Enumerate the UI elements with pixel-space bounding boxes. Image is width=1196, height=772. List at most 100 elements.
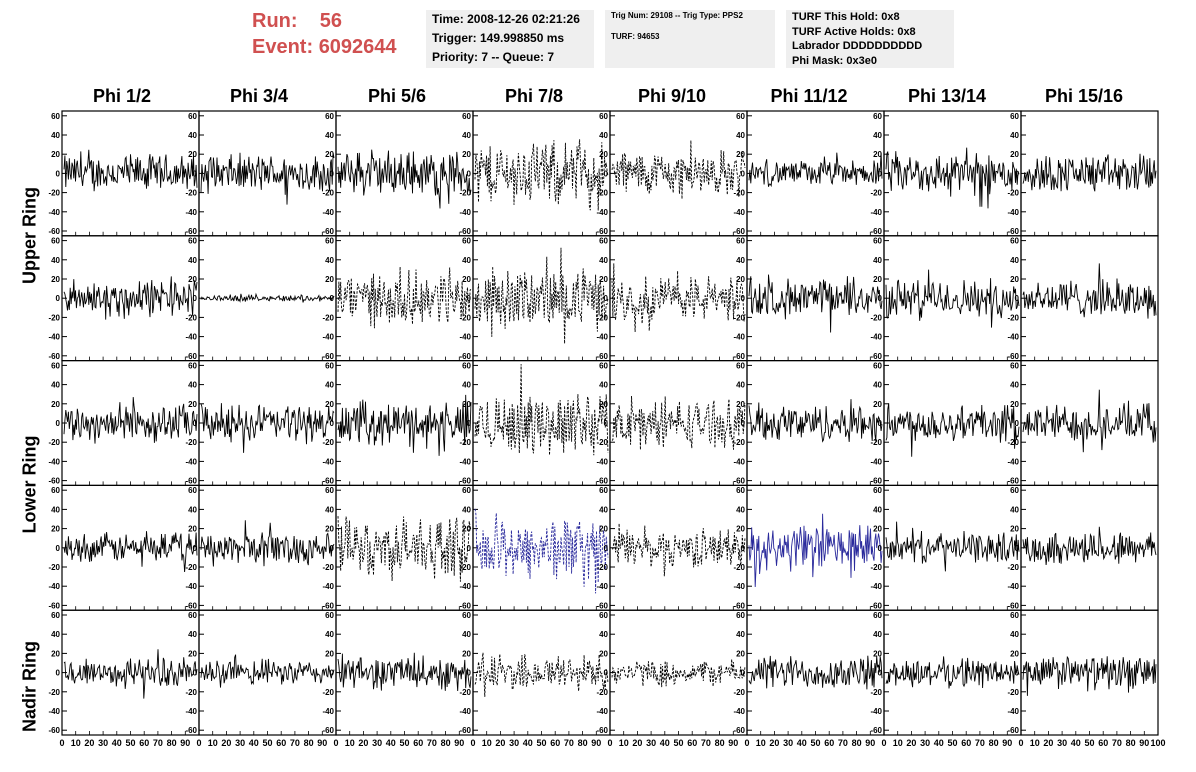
y-tick-label: 20 (1010, 525, 1019, 534)
x-tick-label: 70 (153, 738, 163, 748)
y-tick-label: 20 (462, 400, 471, 409)
y-tick-label: -60 (596, 477, 608, 486)
x-tick-label: 90 (454, 738, 464, 748)
y-tick-label: 60 (325, 361, 334, 370)
y-tick-label: -20 (48, 189, 60, 198)
y-tick-label: 40 (462, 381, 471, 390)
x-tick-label: 20 (1043, 738, 1053, 748)
y-tick-label: 20 (325, 275, 334, 284)
run-value: 56 (319, 10, 343, 32)
y-tick-label: 60 (1010, 361, 1019, 370)
y-tick-label: 0 (193, 544, 198, 553)
y-tick-label: -60 (870, 227, 882, 236)
y-tick-label: 20 (188, 150, 197, 159)
y-tick-label: 20 (325, 150, 334, 159)
y-tick-label: 60 (188, 486, 197, 495)
y-tick-label: -60 (733, 477, 745, 486)
y-tick-label: -60 (870, 726, 882, 735)
x-tick-label: 50 (125, 738, 135, 748)
y-tick-label: 0 (1015, 544, 1020, 553)
x-tick-label: 40 (249, 738, 259, 748)
y-tick-label: -20 (459, 563, 471, 572)
y-tick-label: 60 (51, 112, 60, 121)
panel-frame (335, 484, 474, 611)
y-tick-label: -60 (48, 352, 60, 361)
y-tick-label: 0 (604, 294, 609, 303)
waveform-trace (748, 513, 883, 588)
trig-info-box: Trig Num: 29108 -- Trig Type: PPS2 TURF:… (605, 10, 775, 68)
y-tick-label: -40 (596, 707, 608, 716)
x-tick-label: 50 (1084, 738, 1094, 748)
trigger-text: Trigger: 149.998850 ms (432, 31, 565, 45)
waveform-trace (885, 521, 1020, 572)
y-tick-label: -40 (185, 457, 197, 466)
y-tick-label: -20 (185, 563, 197, 572)
y-tick-label: -40 (596, 333, 608, 342)
y-tick-label: -20 (185, 438, 197, 447)
y-tick-label: -20 (1007, 189, 1019, 198)
x-tick-label: 0 (607, 738, 612, 748)
y-tick-label: 40 (736, 505, 745, 514)
x-tick-label: 10 (619, 738, 629, 748)
time-text: Time: 2008-12-26 02:21:26 (432, 12, 580, 26)
y-tick-label: -40 (459, 208, 471, 217)
panel-frame (472, 609, 611, 736)
y-tick-label: -60 (459, 601, 471, 610)
y-tick-label: -60 (1007, 352, 1019, 361)
y-tick-label: -40 (48, 208, 60, 217)
y-tick-label: -40 (870, 333, 882, 342)
y-tick-label: -40 (870, 707, 882, 716)
time-info-box: Time: 2008-12-26 02:21:26 Trigger: 149.9… (426, 10, 594, 68)
y-tick-label: -20 (870, 189, 882, 198)
y-tick-label: -60 (1007, 227, 1019, 236)
y-tick-label: 0 (56, 419, 61, 428)
y-tick-label: 20 (873, 649, 882, 658)
waveform-trace (474, 508, 609, 594)
waveform-trace (611, 140, 746, 200)
y-tick-label: 20 (736, 400, 745, 409)
panel-frame (609, 609, 748, 736)
y-tick-label: 0 (1015, 669, 1020, 678)
y-tick-label: -20 (596, 563, 608, 572)
x-tick-label: 60 (550, 738, 560, 748)
panel-frame (609, 110, 748, 237)
y-tick-label: -60 (459, 352, 471, 361)
x-tick-label: 10 (756, 738, 766, 748)
waveform-trace (748, 274, 883, 333)
y-tick-label: 20 (51, 400, 60, 409)
x-tick-label: 80 (441, 738, 451, 748)
y-tick-label: -40 (1007, 582, 1019, 591)
y-tick-label: -60 (733, 227, 745, 236)
y-tick-label: 40 (873, 131, 882, 140)
x-tick-label: 50 (810, 738, 820, 748)
panel-frame (335, 360, 474, 487)
y-tick-label: 20 (1010, 150, 1019, 159)
y-tick-label: 60 (736, 611, 745, 620)
y-tick-label: -60 (596, 352, 608, 361)
y-tick-label: 0 (330, 294, 335, 303)
x-tick-label: 20 (632, 738, 642, 748)
y-tick-label: -20 (48, 438, 60, 447)
y-tick-label: 60 (325, 486, 334, 495)
y-tick-label: -60 (322, 601, 334, 610)
y-tick-label: 0 (878, 544, 883, 553)
y-tick-label: -40 (596, 582, 608, 591)
y-tick-label: -40 (459, 333, 471, 342)
x-tick-label: 10 (71, 738, 81, 748)
x-tick-label: 90 (180, 738, 190, 748)
x-tick-label: 30 (920, 738, 930, 748)
y-tick-label: -40 (870, 582, 882, 591)
turf-active-text: TURF Active Holds: 0x8 (792, 25, 916, 38)
y-tick-label: 20 (873, 150, 882, 159)
y-tick-label: 0 (467, 294, 472, 303)
y-tick-label: -20 (1007, 438, 1019, 447)
y-tick-label: 60 (462, 361, 471, 370)
y-tick-label: 60 (325, 611, 334, 620)
y-tick-label: -40 (48, 582, 60, 591)
y-tick-label: 0 (878, 169, 883, 178)
y-tick-label: 0 (878, 294, 883, 303)
y-tick-label: -60 (48, 227, 60, 236)
waveform-trace (337, 149, 472, 209)
y-tick-label: -20 (185, 189, 197, 198)
y-tick-label: 40 (1010, 256, 1019, 265)
